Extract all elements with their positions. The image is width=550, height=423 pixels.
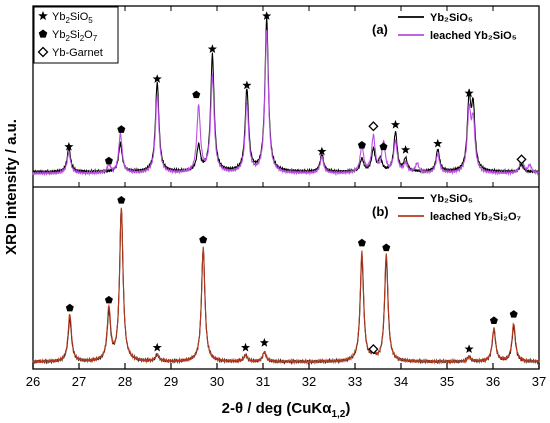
marker-legend-label-part: O [84, 29, 93, 41]
series-line-1-1 [32, 207, 540, 365]
legend-star-icon [38, 10, 48, 21]
peak-marker-pentagon [357, 238, 366, 247]
peak-marker-diamond [516, 154, 527, 165]
markers-layer [64, 11, 527, 355]
marker-legend-label: Yb-Garnet [52, 47, 103, 59]
peak-marker-pentagon [382, 243, 391, 252]
x-axis-label-main: 2-θ / deg (CuKα [222, 400, 333, 417]
legend-diamond-icon [37, 46, 49, 58]
marker-legend-label-part: 7 [93, 34, 98, 43]
peak-marker-star [464, 88, 474, 98]
peak-marker-pentagon [117, 125, 126, 133]
peak-marker-diamond [368, 121, 379, 132]
marker-legend-label-part: Yb-Garnet [52, 47, 103, 59]
peak-marker-pentagon [104, 295, 113, 304]
marker-legend-label-part: 2 [80, 34, 85, 43]
peak-marker-star [433, 138, 443, 148]
marker-legend-label-part: 5 [88, 16, 93, 25]
x-tick-label: 31 [256, 374, 270, 389]
panel-b-label: (b) [372, 204, 389, 219]
series-layer [32, 16, 540, 365]
legend-label-0-0: Yb₂SiO₅ [430, 12, 473, 24]
x-axis-label-close: ) [345, 400, 350, 417]
x-axis-label: 2-θ / deg (CuKα1,2) [222, 400, 351, 420]
peak-marker-pentagon [509, 310, 518, 318]
series-line-0-1 [32, 29, 540, 177]
marker-legend-label-part: SiO [70, 11, 89, 23]
marker-legend-label: Yb2SiO5 [52, 11, 93, 25]
peak-marker-star [207, 44, 217, 53]
x-tick-label: 37 [532, 374, 546, 389]
peak-marker-star [242, 80, 252, 90]
series-line-0-0 [32, 16, 540, 175]
peak-marker-star [262, 11, 272, 20]
x-tick-label: 32 [302, 374, 316, 389]
peak-marker-star [401, 145, 411, 154]
x-tick-label: 30 [210, 374, 224, 389]
peak-marker-pentagon [379, 142, 388, 151]
peak-marker-diamond [368, 344, 379, 355]
marker-legend-label-part: 2 [65, 34, 70, 43]
legend-label-1-0: Yb₂SiO₅ [430, 193, 473, 205]
x-tick-label: 29 [164, 374, 178, 389]
peak-marker-star [464, 344, 474, 354]
marker-legend-label-part: 2 [65, 16, 70, 25]
legend-label-1-1: leached Yb₂Si₂O₇ [430, 211, 521, 223]
x-axis-label-sub: 1,2 [331, 409, 345, 420]
peak-marker-star [152, 342, 162, 352]
y-axis-label: XRD intensity / a.u. [3, 119, 20, 255]
x-tick-label: 28 [118, 374, 132, 389]
peak-marker-pentagon [192, 90, 201, 99]
x-tick-label: 26 [26, 374, 40, 389]
peak-marker-star [64, 141, 74, 151]
x-tick-label: 35 [440, 374, 454, 389]
peak-marker-star [259, 338, 269, 347]
series-line-1-0 [32, 209, 540, 365]
peak-marker-star [317, 146, 327, 156]
marker-legend-label-part: Yb [52, 11, 65, 23]
marker-legend-label: Yb2Si2O7 [52, 29, 98, 43]
plot-frame [32, 5, 540, 370]
x-tick-label: 34 [394, 374, 408, 389]
legend-label-0-1: leached Yb₂SiO₅ [430, 30, 517, 42]
marker-legend-label-part: Si [70, 29, 80, 41]
panel-a-label: (a) [372, 22, 388, 37]
peak-marker-star [240, 342, 251, 352]
peak-marker-pentagon [104, 156, 113, 165]
marker-legend-label-part: Yb [52, 29, 65, 41]
peak-marker-pentagon [117, 195, 126, 204]
x-tick-label: 33 [348, 374, 362, 389]
peak-marker-pentagon [199, 235, 208, 244]
peak-marker-star [152, 74, 162, 83]
legend-pentagon-icon [38, 29, 48, 38]
x-tick-label: 36 [486, 374, 500, 389]
peak-marker-pentagon [489, 316, 498, 325]
x-ticks: 26 27 28 29 30 31 32 33 34 35 36 37 [26, 6, 546, 389]
peak-marker-pentagon [65, 303, 74, 312]
peak-marker-pentagon [357, 140, 366, 149]
x-tick-label: 27 [72, 374, 86, 389]
marker-legend-box [33, 6, 119, 64]
peak-marker-star [390, 119, 401, 129]
